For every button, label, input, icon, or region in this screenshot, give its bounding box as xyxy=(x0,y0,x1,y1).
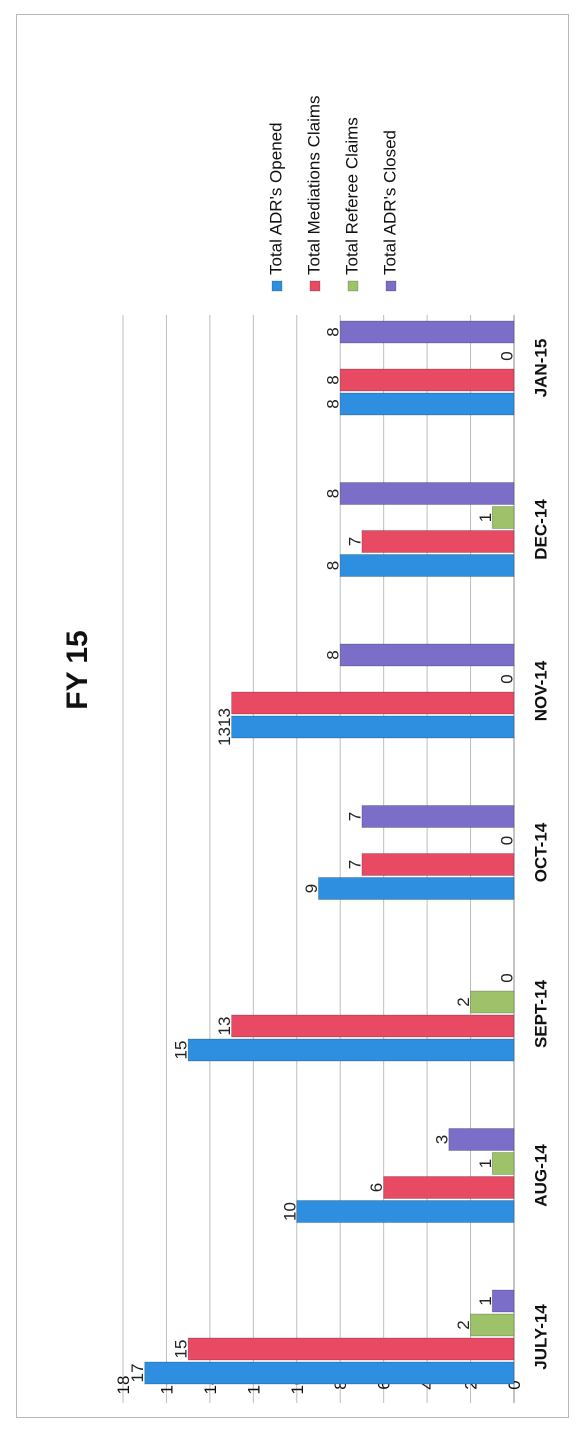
y-tick-label: 2 xyxy=(462,1380,481,1389)
data-label: 15 xyxy=(172,1340,191,1359)
bar xyxy=(339,482,515,505)
bar xyxy=(361,530,515,553)
bar xyxy=(339,368,515,392)
data-label: 2 xyxy=(454,1320,473,1329)
data-label: 6 xyxy=(367,1183,386,1192)
data-label: 17 xyxy=(128,1364,147,1383)
bar xyxy=(296,1200,515,1223)
legend-label: Total ADR's Closed xyxy=(380,130,399,275)
bar xyxy=(448,1128,515,1151)
legend-swatch xyxy=(347,280,359,292)
y-tick-label: 0 xyxy=(505,1380,524,1389)
data-label: 2 xyxy=(454,997,473,1006)
x-axis-categories: JULY-14 AUG-14 SEPT-14 OCT-14 NOV-14 DEC-14 JA… xyxy=(531,339,550,1370)
bar xyxy=(339,392,515,416)
x-category-label: OCT-14 xyxy=(531,822,550,882)
data-label: 9 xyxy=(302,884,321,893)
bar xyxy=(231,715,515,739)
data-label: 10 xyxy=(280,1202,299,1221)
legend-swatch xyxy=(385,280,397,292)
bar xyxy=(470,1313,515,1337)
data-label: 1 xyxy=(476,1159,495,1168)
data-label: 8 xyxy=(324,561,343,570)
data-label: 8 xyxy=(324,375,343,384)
legend-swatch xyxy=(271,280,283,292)
y-tick-label: 6 xyxy=(375,1380,394,1389)
bar xyxy=(383,1176,515,1199)
x-category-label: NOV-14 xyxy=(531,660,550,721)
data-label: 0 xyxy=(497,351,516,360)
chart-title: FY 15 xyxy=(61,630,94,710)
y-tick-label: 18 xyxy=(114,1376,133,1395)
bar xyxy=(470,990,515,1014)
data-label: 7 xyxy=(345,537,364,546)
bars xyxy=(144,320,515,1385)
x-category-label: JAN-15 xyxy=(531,339,550,398)
bar xyxy=(491,1152,515,1175)
data-label: 0 xyxy=(497,973,516,982)
data-label: 13 xyxy=(215,1017,234,1036)
bar xyxy=(491,506,515,529)
y-tick-label: 4 xyxy=(418,1380,437,1389)
x-category-label: DEC-14 xyxy=(531,499,550,560)
bar xyxy=(187,1337,515,1361)
legend-swatch xyxy=(309,280,321,292)
data-label: 7 xyxy=(345,812,364,821)
data-label: 8 xyxy=(324,399,343,408)
data-label: 8 xyxy=(324,489,343,498)
data-label: 7 xyxy=(345,860,364,869)
legend-label: Total ADR's Opened xyxy=(266,122,285,275)
bar xyxy=(144,1361,515,1385)
bar xyxy=(361,853,515,876)
data-label: 15 xyxy=(172,1041,191,1060)
bar xyxy=(361,805,515,828)
x-category-label: SEPT-14 xyxy=(531,979,550,1048)
bar xyxy=(187,1038,515,1062)
chart-frame: 0 2 4 6 8 10 12 14 16 18 17 15 2 1 10 6 1 3 15 13 2 0 9 7 0 7 131… xyxy=(16,14,569,1418)
data-label: 8 xyxy=(324,650,343,659)
y-tick-label: 8 xyxy=(331,1380,350,1389)
legend: Total ADR's Opened Total Mediations Claim… xyxy=(266,95,399,292)
bar xyxy=(339,320,515,344)
legend-label: Total Referee Claims xyxy=(342,117,361,275)
data-label: 1 xyxy=(476,1296,495,1305)
bar xyxy=(231,1014,515,1038)
data-label: 3 xyxy=(432,1135,451,1144)
data-label: 0 xyxy=(497,674,516,683)
bar xyxy=(491,1289,515,1313)
bar xyxy=(231,691,515,715)
x-category-label: AUG-14 xyxy=(531,1144,550,1207)
bar xyxy=(318,877,515,900)
bar xyxy=(339,554,515,577)
x-category-label: JULY-14 xyxy=(531,1304,550,1370)
data-label: 0 xyxy=(497,836,516,845)
bar xyxy=(339,643,515,667)
data-label: 8 xyxy=(324,327,343,336)
data-label: 1313 xyxy=(215,708,234,746)
legend-label: Total Mediations Claims xyxy=(304,95,323,275)
data-label: 1 xyxy=(476,513,495,522)
